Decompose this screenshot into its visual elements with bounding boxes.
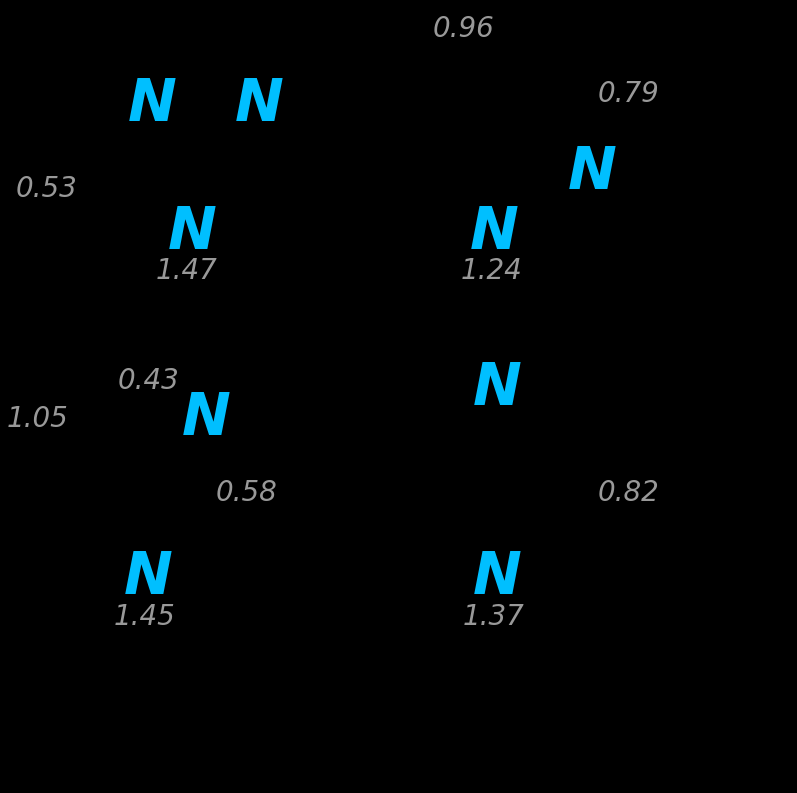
Text: 0.96: 0.96 (433, 15, 494, 44)
Text: N: N (128, 76, 176, 133)
Text: 1.45: 1.45 (114, 603, 175, 631)
Text: N: N (235, 76, 284, 133)
Text: 1.05: 1.05 (6, 404, 68, 433)
Text: N: N (470, 204, 519, 261)
Text: 0.53: 0.53 (16, 174, 77, 203)
Text: N: N (567, 144, 616, 201)
Text: N: N (167, 204, 216, 261)
Text: N: N (182, 390, 230, 447)
Text: 0.58: 0.58 (215, 479, 277, 508)
Text: 1.24: 1.24 (461, 257, 522, 285)
Text: N: N (124, 549, 172, 606)
Text: 1.47: 1.47 (155, 257, 217, 285)
Text: 0.43: 0.43 (118, 366, 179, 395)
Text: 1.37: 1.37 (462, 603, 524, 631)
Text: 0.82: 0.82 (598, 479, 659, 508)
Text: N: N (473, 549, 521, 606)
Text: 0.79: 0.79 (598, 79, 659, 108)
Text: N: N (473, 360, 521, 417)
